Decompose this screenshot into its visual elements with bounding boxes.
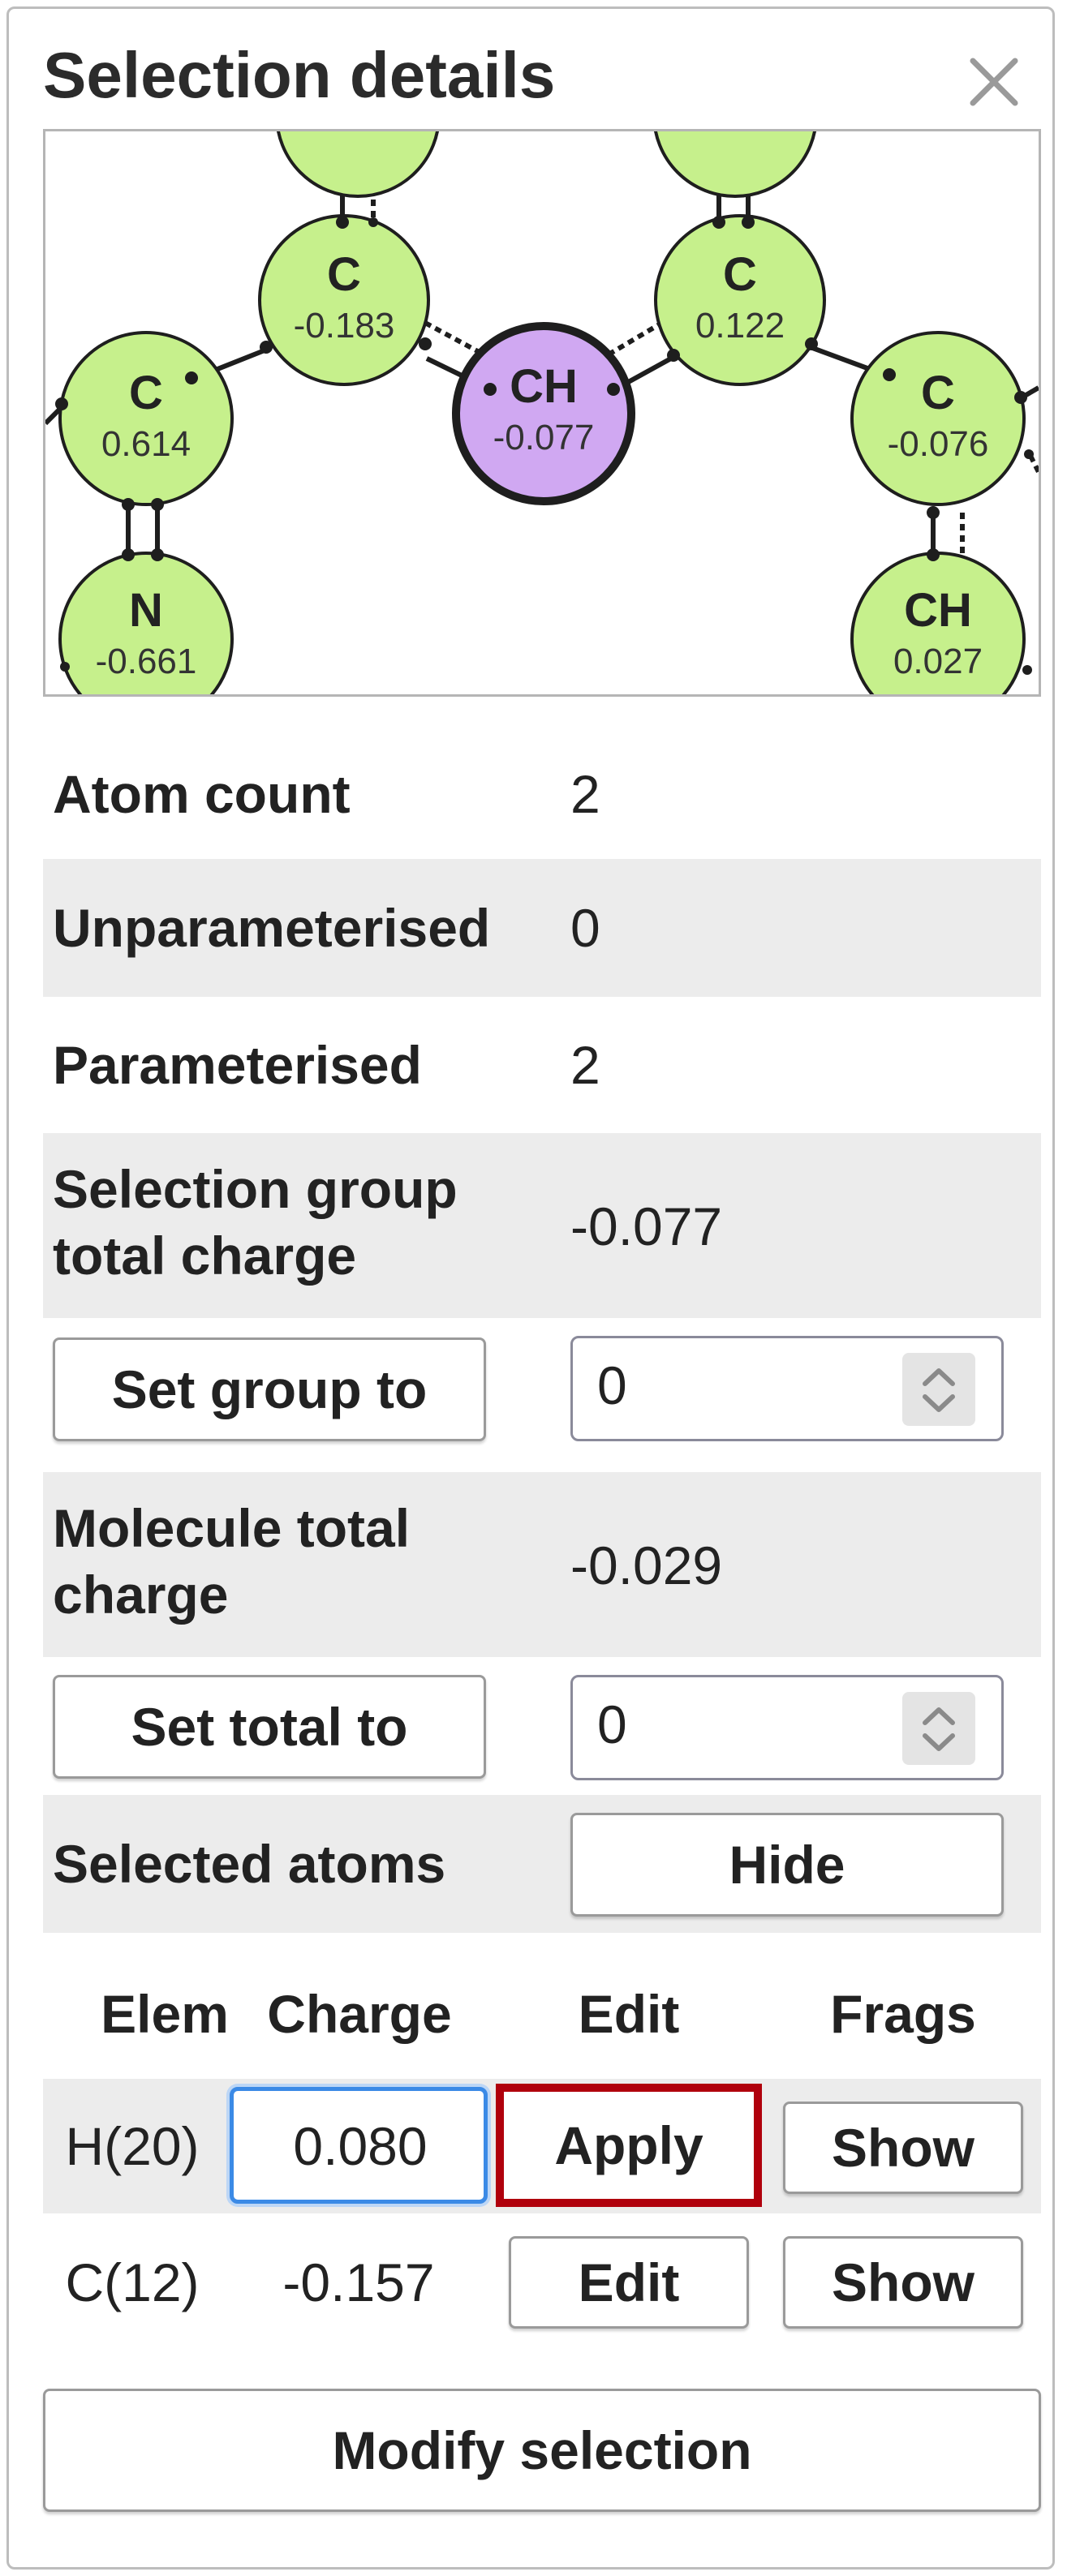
row-elem: H(20) [65, 2116, 200, 2176]
group-charge-label-line1: Selection group [53, 1159, 458, 1219]
parameterised-value: 2 [570, 1035, 600, 1095]
set-total-input-box [570, 1675, 1004, 1780]
header-charge: Charge [267, 1984, 452, 2044]
set-total-row: Set total to [43, 1657, 1041, 1795]
unparameterised-label: Unparameterised [53, 898, 491, 958]
atom-c-0614[interactable]: C 0.614 [58, 331, 234, 506]
table-row: C(12) -0.157 Edit Show [43, 2213, 1041, 2351]
atom-count-value: 2 [570, 764, 600, 824]
hide-button[interactable]: Hide [570, 1813, 1004, 1917]
atom-ch-selected[interactable]: CH -0.077 [452, 322, 635, 505]
molecule-charge-label-line1: Molecule total [53, 1498, 411, 1558]
svg-text:C: C [327, 248, 361, 301]
header-elem: Elem [101, 1984, 229, 2044]
header-frags: Frags [830, 1984, 976, 2044]
unparameterised-row: Unparameterised 0 [43, 859, 1041, 997]
set-total-button[interactable]: Set total to [53, 1675, 486, 1779]
group-charge-label-line2: total charge [53, 1226, 357, 1286]
atom-count-row: Atom count 2 [43, 729, 1041, 859]
charge-input-box [230, 2087, 488, 2204]
atom-c-0122[interactable]: C 0.122 [654, 214, 826, 386]
set-total-input[interactable] [597, 1692, 889, 1757]
group-charge-value: -0.077 [570, 1196, 723, 1256]
panel-title: Selection details [43, 39, 556, 111]
svg-text:-0.076: -0.076 [888, 424, 989, 464]
molecule-viewer[interactable]: C -0.183 C 0.614 CH -0.077 C 0.122 C [43, 129, 1041, 697]
atom-n-neg0661[interactable]: N -0.661 [58, 552, 234, 694]
molecule-charge-value: -0.029 [570, 1535, 723, 1595]
svg-text:-0.183: -0.183 [294, 306, 395, 346]
show-frags-button[interactable]: Show [783, 2102, 1023, 2194]
show-frags-button[interactable]: Show [783, 2236, 1023, 2329]
spinner-icon[interactable] [902, 1353, 975, 1426]
svg-text:-0.077: -0.077 [493, 418, 595, 457]
charge-input[interactable] [234, 2091, 487, 2201]
molecule-charge-label-line2: charge [53, 1565, 229, 1625]
modify-selection-button[interactable]: Modify selection [43, 2389, 1041, 2512]
atom-count-label: Atom count [53, 764, 351, 824]
molecule-charge-row: Molecule total charge -0.029 [43, 1472, 1041, 1657]
svg-text:CH: CH [904, 584, 972, 637]
atom-c-neg0076[interactable]: C -0.076 [850, 331, 1026, 506]
svg-text:-0.661: -0.661 [96, 642, 197, 681]
selection-details-panel: Selection details [6, 6, 1055, 2570]
selected-atoms-label: Selected atoms [53, 1834, 446, 1894]
edit-button[interactable]: Edit [509, 2236, 749, 2329]
set-group-button[interactable]: Set group to [53, 1337, 486, 1441]
row-elem: C(12) [65, 2252, 200, 2312]
row-charge: -0.157 [282, 2252, 435, 2312]
spinner-icon[interactable] [902, 1692, 975, 1765]
svg-text:CH: CH [510, 360, 578, 413]
svg-text:0.614: 0.614 [101, 424, 191, 464]
svg-text:0.027: 0.027 [893, 642, 983, 681]
close-icon[interactable] [965, 53, 1023, 111]
svg-text:0.122: 0.122 [695, 306, 785, 346]
set-group-input-box [570, 1336, 1004, 1441]
svg-text:C: C [723, 248, 757, 301]
set-group-row: Set group to [43, 1318, 1041, 1472]
bond-dots [55, 216, 1034, 675]
apply-button[interactable]: Apply [496, 2084, 762, 2207]
parameterised-row: Parameterised 2 [43, 997, 1041, 1133]
atoms-table-header: Elem Charge Edit Frags [43, 1933, 1041, 2079]
group-charge-row: Selection group total charge -0.077 [43, 1133, 1041, 1318]
unparameterised-value: 0 [570, 898, 600, 958]
set-group-input[interactable] [597, 1353, 889, 1418]
selected-atoms-row: Selected atoms Hide [43, 1795, 1041, 1933]
atom-ch-0027[interactable]: CH 0.027 [850, 552, 1026, 694]
header-edit: Edit [578, 1984, 680, 2044]
table-row: H(20) Apply Show [43, 2079, 1041, 2213]
atom-c-neg0183[interactable]: C -0.183 [258, 214, 430, 386]
svg-text:C: C [921, 367, 955, 419]
svg-text:C: C [129, 367, 163, 419]
svg-text:N: N [129, 584, 163, 637]
parameterised-label: Parameterised [53, 1035, 422, 1095]
